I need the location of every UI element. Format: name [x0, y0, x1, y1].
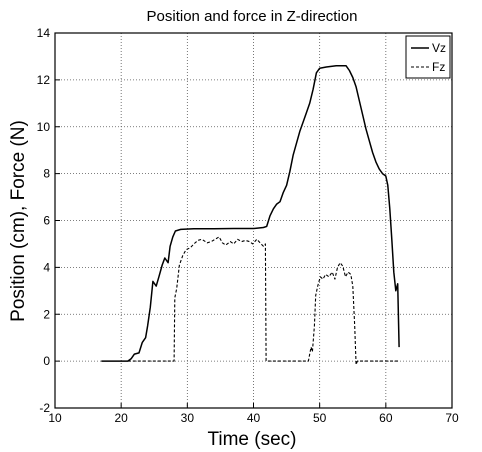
series-layer [101, 65, 400, 366]
legend: Vz Fz [405, 35, 451, 79]
x-axis: 10 20 30 40 50 60 70 [48, 403, 459, 425]
y-tick-label: 4 [43, 260, 50, 274]
x-tick-label: 30 [181, 411, 195, 425]
y-tick-label: 8 [43, 167, 50, 181]
x-tick-label: 10 [48, 411, 62, 425]
y-axis-label: Position (cm), Force (N) [8, 120, 29, 322]
grid [55, 33, 452, 408]
legend-label-fz: Fz [432, 60, 445, 74]
x-tick-label: 20 [114, 411, 128, 425]
x-tick-label: 70 [445, 411, 459, 425]
y-tick-label: -2 [39, 401, 50, 415]
y-tick-label: 14 [37, 26, 51, 40]
y-tick-label: 6 [43, 214, 50, 228]
y-tick-label: 10 [37, 120, 51, 134]
chart-title: Position and force in Z-direction [147, 8, 358, 25]
series-line-vz [101, 65, 400, 362]
y-tick-label: 0 [43, 354, 50, 368]
y-tick-label: 2 [43, 307, 50, 321]
x-tick-label: 40 [247, 411, 261, 425]
x-tick-label: 50 [313, 411, 327, 425]
legend-label-vz: Vz [432, 41, 446, 55]
x-tick-label: 60 [379, 411, 393, 425]
x-axis-label: Time (sec) [207, 429, 296, 450]
y-tick-label: 12 [37, 73, 51, 87]
legend-box [405, 35, 451, 79]
y-axis: -2 0 2 4 6 8 10 12 14 [37, 26, 60, 415]
series-line-fz [127, 236, 400, 366]
